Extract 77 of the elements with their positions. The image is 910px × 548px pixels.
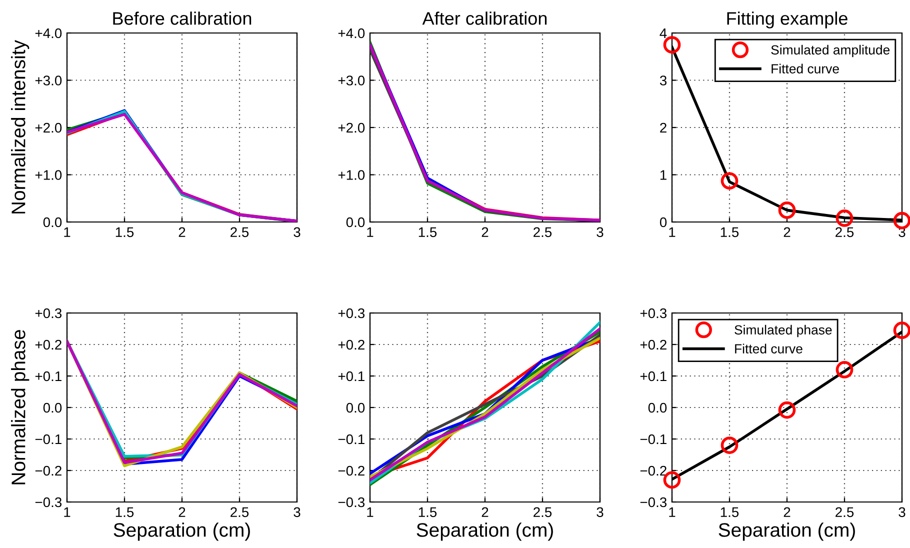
y-tick-label: −0.3 (640, 497, 667, 508)
y-tick-label: −0.1 (35, 434, 62, 444)
x-tick-label: 2 (784, 507, 790, 517)
x-tick-label: 1.5 (418, 507, 437, 518)
x-tick-label: 1.5 (720, 507, 739, 518)
y-tick-label: 0.0 (43, 402, 62, 413)
x-tick-label: 1 (669, 227, 676, 237)
y-tick-label: −0.2 (640, 466, 666, 476)
x-tick-label: 3 (294, 507, 300, 518)
x-tick-label: 3 (294, 227, 300, 238)
x-tick-label: 2 (482, 507, 488, 517)
x-tick-label: 2.5 (230, 507, 249, 518)
x-tick-label: 2.5 (836, 227, 854, 238)
x-tick-label: 1.5 (418, 227, 437, 238)
x-tick-label: 1 (669, 507, 676, 517)
y-tick-label: +0.3 (640, 308, 667, 318)
y-tick-label: +3.0 (338, 76, 365, 86)
y-tick-label: −0.2 (35, 466, 62, 476)
y-tick-label: 0.0 (346, 217, 365, 228)
y-tick-label: −0.1 (338, 434, 364, 444)
x-axis-title: Separation (cm) (114, 522, 250, 541)
x-tick-label: 1 (367, 227, 374, 237)
legend-label: Fitted curve (735, 344, 802, 354)
x-tick-label: 1.5 (116, 507, 134, 518)
y-tick-label: 2 (660, 122, 666, 133)
legend-label: Simulated amplitude (771, 44, 890, 58)
y-tick-label: 1 (660, 170, 666, 180)
x-axis-title: Separation (cm) (416, 522, 553, 541)
x-tick-label: 2.5 (534, 507, 552, 518)
y-axis-title: Normalized phase (11, 330, 30, 484)
y-tick-label: 0.0 (648, 402, 667, 413)
x-tick-label: 1.5 (720, 227, 739, 238)
y-tick-label: 4 (660, 28, 667, 38)
x-tick-label: 1 (64, 227, 70, 237)
y-tick-label: +1.0 (338, 170, 365, 180)
x-tick-label: 2.5 (534, 227, 552, 238)
x-tick-label: 1 (64, 507, 70, 517)
y-tick-label: +4.0 (35, 28, 62, 38)
y-tick-label: −0.3 (35, 497, 62, 508)
x-tick-label: 2.5 (230, 227, 249, 238)
chart-title: Before calibration (113, 12, 252, 25)
y-tick-label: −0.3 (338, 497, 365, 508)
y-tick-label: +0.1 (35, 371, 62, 382)
x-tick-label: 1 (367, 507, 374, 517)
x-tick-label: 2 (482, 227, 488, 237)
x-axis-title: Separation (cm) (718, 522, 855, 541)
y-axis-title: Normalized intensity (11, 40, 30, 214)
y-tick-label: +0.1 (338, 371, 364, 382)
legend-label: Simulated phase (734, 324, 832, 338)
x-tick-label: 1.5 (116, 227, 134, 238)
y-tick-label: 0.0 (346, 402, 365, 413)
y-tick-label: +0.1 (640, 371, 666, 382)
x-tick-label: 3 (596, 227, 604, 238)
y-tick-label: +0.2 (338, 340, 364, 350)
y-tick-label: +3.0 (35, 76, 62, 86)
chart-title: After calibration (422, 12, 547, 25)
y-tick-label: −0.1 (640, 434, 666, 444)
x-tick-label: 2 (784, 227, 790, 237)
y-tick-label: +2.0 (338, 122, 365, 133)
y-tick-label: +1.0 (35, 170, 62, 180)
x-tick-label: 3 (596, 507, 604, 518)
y-tick-label: +4.0 (338, 28, 365, 38)
chart-title: Fitting example (727, 12, 848, 28)
y-tick-label: +2.0 (35, 122, 62, 133)
y-tick-label: 3 (660, 76, 667, 86)
legend-label: Fitted curve (772, 64, 839, 74)
y-tick-label: +0.2 (35, 340, 62, 350)
y-tick-label: −0.2 (338, 466, 364, 476)
x-tick-label: 3 (898, 507, 906, 518)
y-tick-label: 0.0 (43, 217, 62, 228)
x-tick-label: 2 (178, 507, 186, 517)
x-tick-label: 2 (178, 227, 186, 237)
y-tick-label: +0.3 (338, 308, 365, 318)
y-tick-label: +0.3 (35, 308, 62, 318)
x-tick-label: 2.5 (836, 507, 854, 518)
y-tick-label: 0 (660, 217, 667, 228)
y-tick-label: +0.2 (640, 340, 666, 350)
